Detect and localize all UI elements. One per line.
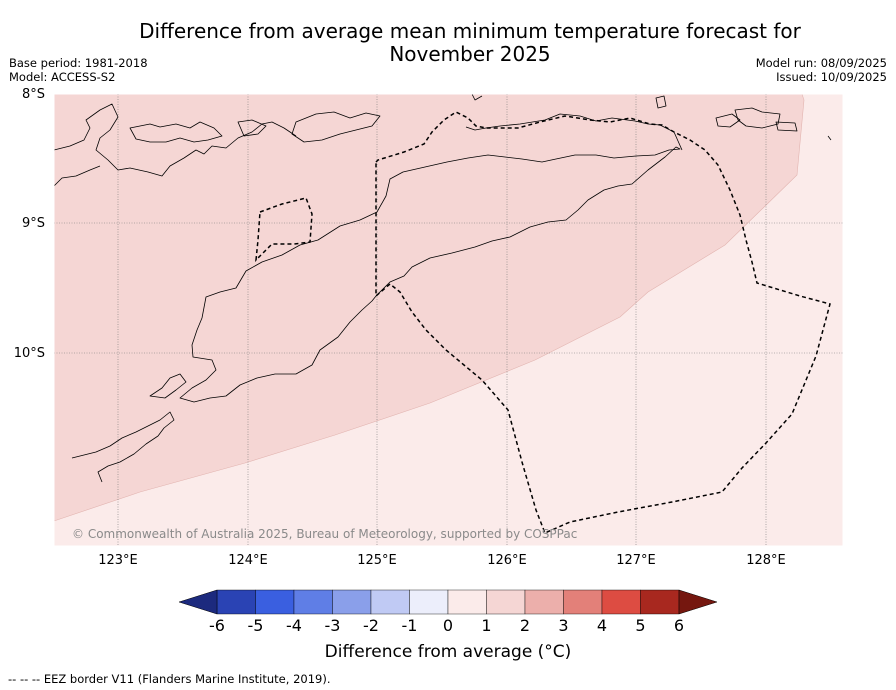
- kisar-island: [655, 95, 667, 109]
- colorbar-tick-label: -5: [247, 616, 264, 635]
- lat-label-9s: 9°S: [21, 216, 45, 231]
- lon-label-125e: 125°E: [357, 553, 397, 568]
- lat-label-8s: 8°S: [21, 87, 45, 102]
- flores-alor-coast: [53, 103, 297, 177]
- copyright-notice: © Commonwealth of Australia 2025, Bureau…: [72, 527, 578, 541]
- colorbar-cell: [332, 589, 372, 615]
- colorbar-tick-label: -3: [324, 616, 341, 635]
- title-line-1: Difference from average mean minimum tem…: [139, 19, 801, 43]
- colorbar-tick-label: 6: [673, 616, 685, 635]
- colorbar-cell: [370, 589, 410, 615]
- colorbar-cell: [447, 589, 487, 615]
- colorbar-cell: [563, 589, 603, 615]
- colorbar-cell: [486, 589, 526, 615]
- flores-south-coast: [53, 165, 101, 187]
- lon-label-124e: 124°E: [228, 553, 268, 568]
- small-islet-east: [827, 135, 832, 141]
- colorbar-cell: [640, 589, 680, 615]
- colorbar-cell: [255, 589, 295, 615]
- model-run: Model run: 08/09/2025: [755, 56, 887, 70]
- title-line-2: November 2025: [389, 42, 551, 66]
- colorbar-cell: [601, 589, 641, 615]
- lon-label-128e: 128°E: [746, 553, 786, 568]
- small-islet-north: [471, 93, 483, 101]
- colorbar-tick-label: 0: [442, 616, 454, 635]
- pantar-island: [129, 121, 223, 143]
- colorbar-tick-label: 5: [635, 616, 646, 635]
- base-period: Base period: 1981-2018: [9, 56, 148, 70]
- colorbar-tick-label: -2: [363, 616, 379, 635]
- colorbar-tick-label: -1: [401, 616, 418, 635]
- colorbar: [178, 589, 718, 615]
- timor-island-coast: [179, 146, 681, 403]
- lon-label-123e: 123°E: [98, 553, 138, 568]
- colorbar-extend-low: [178, 589, 218, 615]
- lon-label-127e: 127°E: [616, 553, 656, 568]
- alor-island: [291, 111, 381, 143]
- anomaly-zone-1-2: [53, 93, 805, 522]
- lon-label-126e: 126°E: [487, 553, 527, 568]
- rote-island: [149, 373, 187, 399]
- colorbar-cell: [216, 589, 256, 615]
- colorbar-tick-label: -4: [286, 616, 302, 635]
- savu-semau-coast: [71, 411, 175, 483]
- moa-island: [734, 107, 781, 129]
- eez-footnote: -- -- -- EEZ border V11 (Flanders Marine…: [8, 672, 331, 686]
- colorbar-tick-label: 3: [558, 616, 569, 635]
- lembata-island: [237, 119, 267, 137]
- lat-label-10s: 10°S: [13, 346, 45, 361]
- colorbar-tick-label: -6: [209, 616, 225, 635]
- colorbar-cell: [524, 589, 564, 615]
- lakor-island: [775, 121, 798, 132]
- left-metadata: Base period: 1981-2018 Model: ACCESS-S2: [9, 56, 148, 84]
- colorbar-tick-label: 4: [596, 616, 608, 635]
- model-name: Model: ACCESS-S2: [9, 70, 116, 84]
- colorbar-tick-label: 2: [519, 616, 531, 635]
- colorbar-label: Difference from average (°C): [324, 642, 572, 662]
- issued-date: Issued: 10/09/2025: [776, 70, 887, 84]
- colorbar-cell: [409, 589, 449, 615]
- colorbar-cell: [293, 589, 333, 615]
- map-title: Difference from average mean minimum tem…: [110, 20, 830, 66]
- right-metadata: Model run: 08/09/2025 Issued: 10/09/2025: [756, 56, 887, 84]
- leti-islands: [715, 113, 741, 128]
- map-frame: [53, 93, 844, 547]
- colorbar-tick-label: 1: [481, 616, 492, 635]
- colorbar-extend-high: [678, 589, 718, 615]
